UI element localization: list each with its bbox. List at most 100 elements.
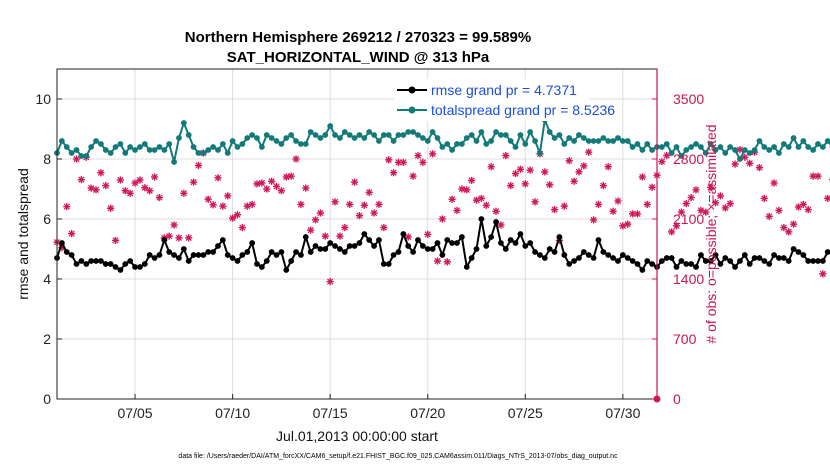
series-point [200,150,207,156]
obs-marker [448,195,456,203]
series-point [819,144,826,150]
obs-marker [346,200,354,209]
series-point [585,138,592,144]
series-point [761,258,768,264]
series-point [341,129,348,135]
y2-tick-label: 2800 [673,151,704,167]
series-point [551,249,558,255]
obs-marker [116,176,125,184]
obs-marker [268,177,276,185]
series-point [707,258,714,264]
series-point [785,144,792,150]
series-point [112,264,119,270]
series-point [751,147,758,153]
series-point [229,255,236,261]
chart-title-line-1: Northern Hemisphere 269212 / 270323 = 99… [185,29,531,46]
y2-tick-label: 700 [673,331,697,347]
series-point [824,138,830,144]
series-point [649,261,656,267]
series-point [717,144,724,150]
obs-marker [165,232,173,240]
series-point [619,252,626,258]
series-point [205,147,212,153]
series-point [571,258,577,264]
y2-tick-label: 2100 [673,211,704,227]
series-point [507,237,514,243]
series-point [161,147,168,153]
y-tick-label: 4 [43,271,51,287]
series-point [634,261,641,267]
obs-marker [589,216,598,224]
obs-marker [487,163,495,171]
series-point [195,252,202,258]
series-point [649,147,656,153]
series-point [137,144,143,150]
obs-marker [785,228,793,236]
obs-marker [746,159,754,167]
series-point [371,132,377,138]
obs-marker [419,158,427,167]
obs-marker [175,234,183,242]
series-point [293,249,299,255]
y-axis-ticks: 0 2 4 6 8 10 [35,91,62,407]
series-point [624,138,631,144]
obs-marker [624,220,632,228]
series-point [258,264,265,270]
series-point [371,243,377,249]
obs-marker [326,277,334,286]
series-point [580,135,587,141]
series-point [424,246,431,252]
y2-tick-label: 3500 [673,91,704,107]
series-point [800,138,807,144]
obs-marker [477,194,485,203]
obs-marker [331,198,339,206]
series-point [488,138,495,144]
series-point [83,261,90,267]
series-point [610,255,616,261]
series-point [688,144,695,150]
obs-marker [258,179,266,187]
series-point [458,234,465,240]
series-point [146,252,153,258]
obs-marker [155,193,164,202]
series-point [590,255,597,261]
y2-axis-label: # of obs: o=possible; ×=assimilated [703,124,719,343]
series-point [673,264,680,270]
obs-marker [102,181,110,190]
obs-marker [341,223,349,232]
series-point [63,249,70,255]
series-point [698,252,704,258]
series-point [141,141,148,147]
series-point [317,135,324,141]
obs-marker [72,155,81,163]
series-point [639,267,646,273]
chart-title-line-2: SAT_HORIZONTAL_WIND @ 313 hPa [227,49,490,66]
series-point [415,237,421,243]
obs-marker [92,186,100,194]
obs-marker [458,185,466,193]
series-point [117,141,124,147]
series-point [337,135,343,141]
series-point [185,132,192,138]
obs-marker [438,215,446,223]
series-point [327,123,334,129]
obs-marker [799,200,807,209]
series-point [707,141,714,147]
series-point [566,135,573,141]
series-point [634,141,641,147]
legend-label-rmse: rmse grand pr = 4.7371 [431,82,577,98]
series-point [663,141,670,147]
series-point [366,129,373,135]
x-tick-label: 07/30 [605,405,640,421]
series-point [239,252,246,258]
series-point [439,144,446,150]
obs-marker [316,209,325,217]
y2-tick-label: 1400 [673,271,704,287]
series-point [254,135,260,141]
legend-marker-rmse [408,86,416,94]
obs-marker [68,229,76,238]
series-point [527,240,534,246]
series-point [454,141,460,147]
series-point [576,132,582,138]
y-tick-label: 0 [43,391,51,407]
